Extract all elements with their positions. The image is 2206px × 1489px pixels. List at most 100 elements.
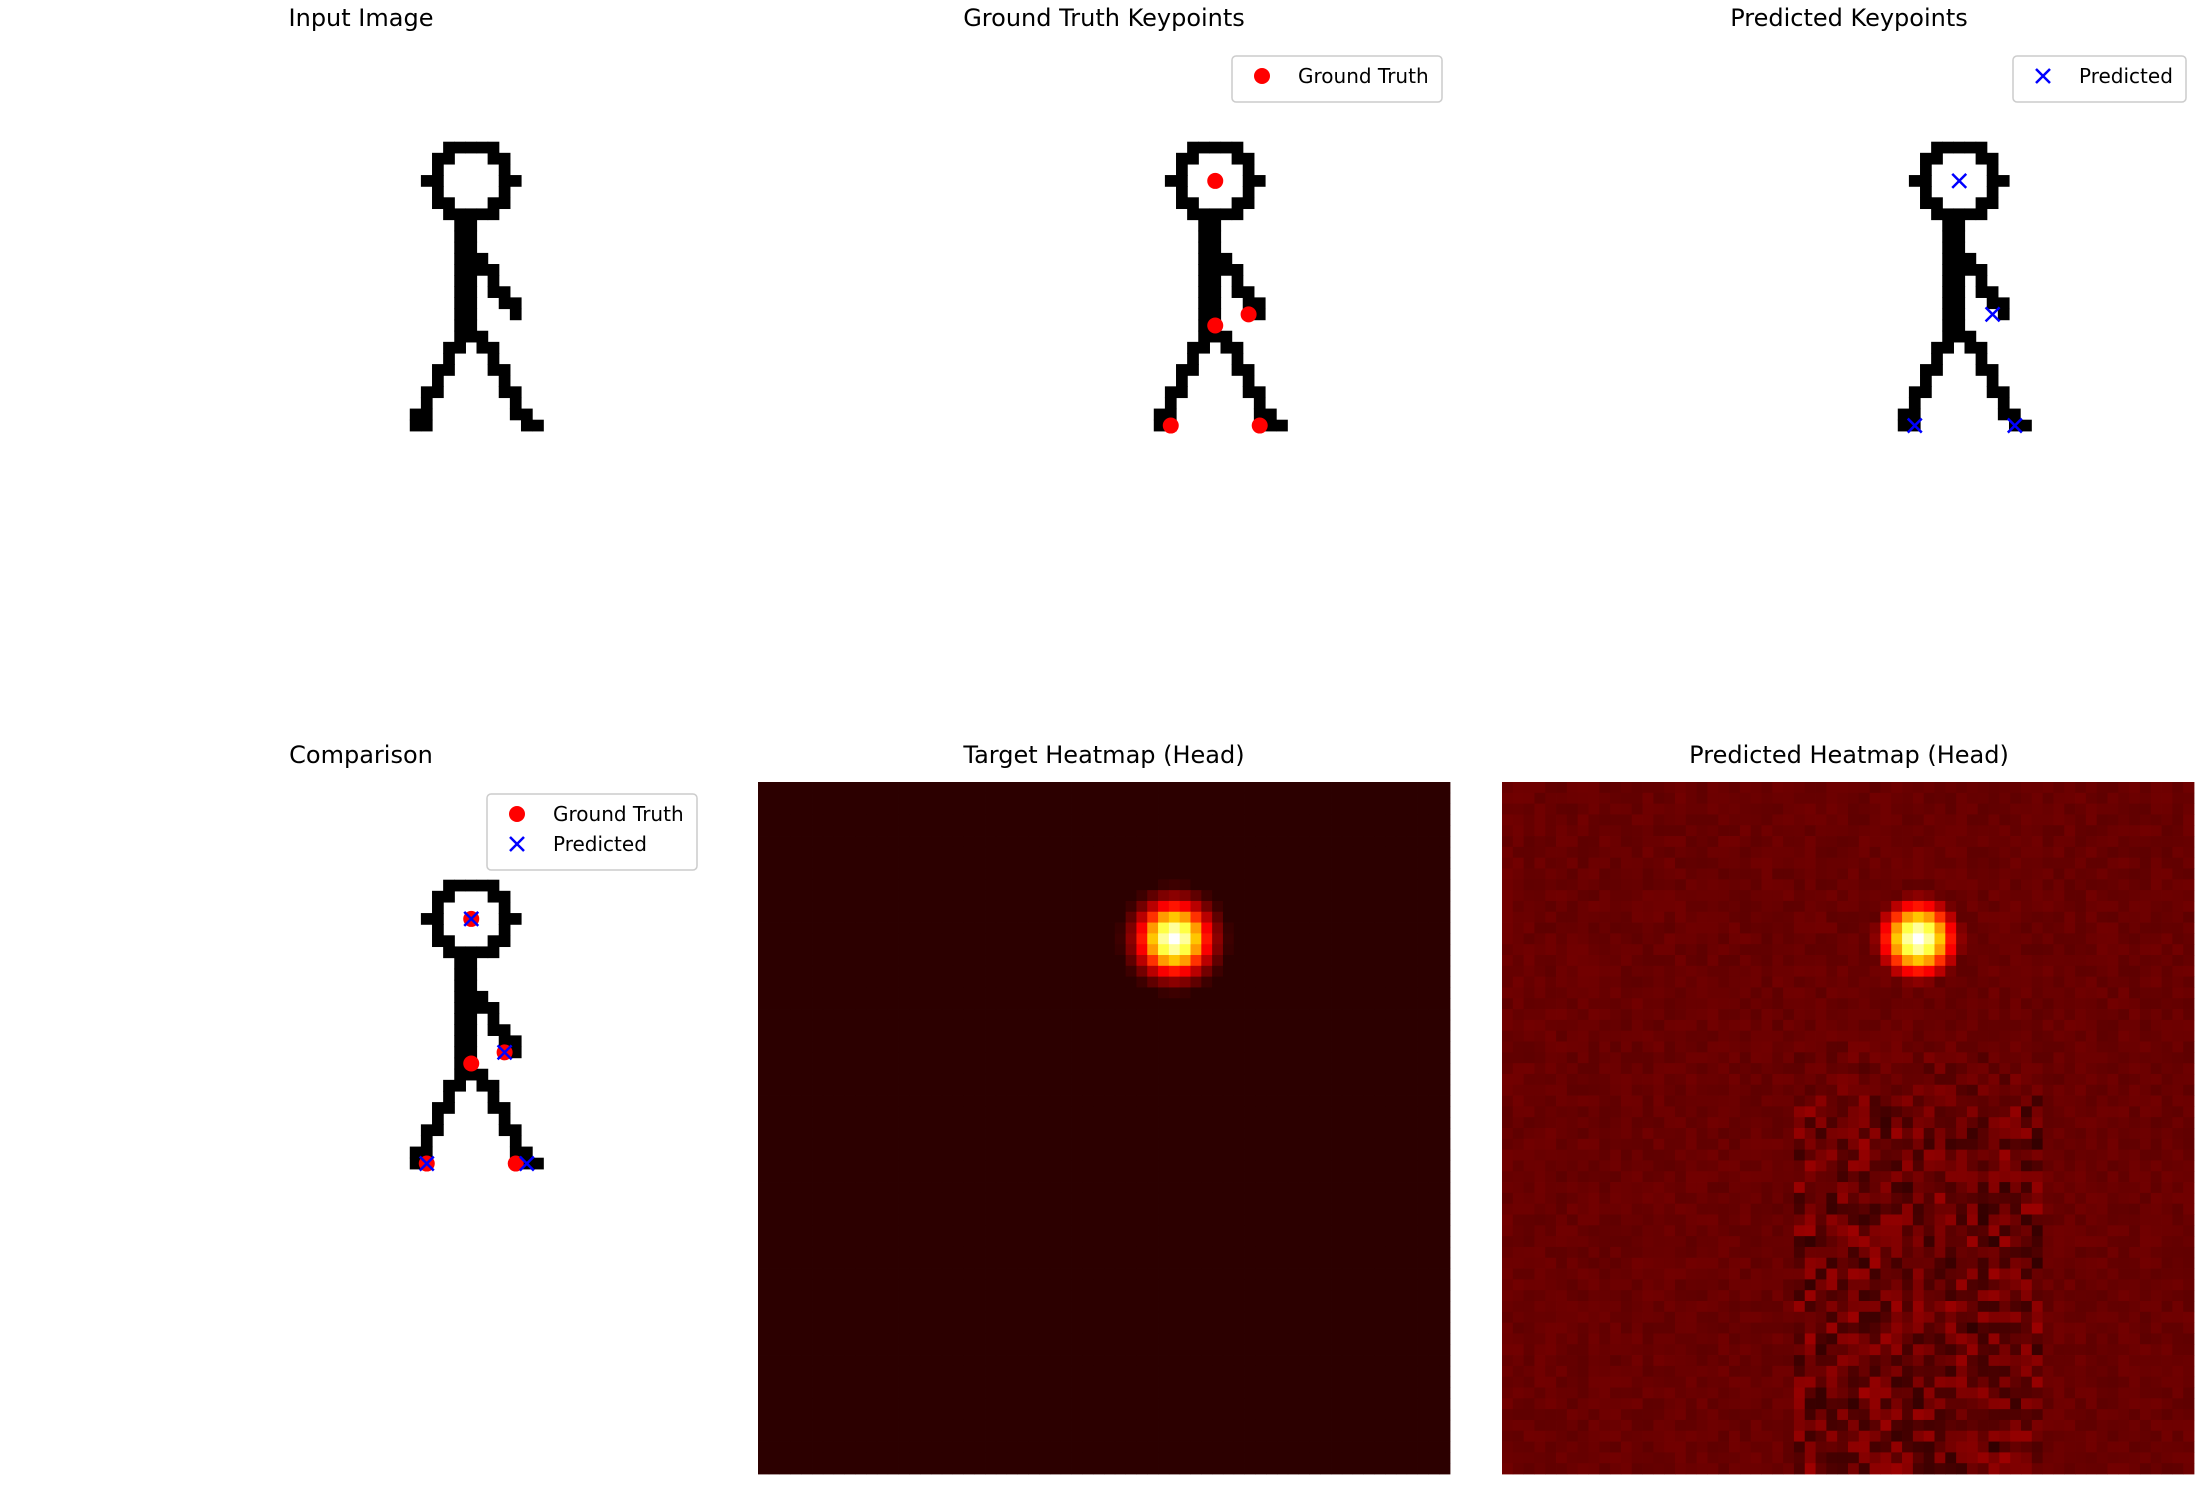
heatmap-cell	[844, 1344, 856, 1356]
heatmap-cell	[1179, 879, 1191, 891]
heatmap-cell	[887, 1311, 899, 1324]
panel-title: Ground Truth Keypoints	[963, 4, 1245, 32]
heatmap-cell	[1244, 1409, 1256, 1421]
heatmap-cell	[801, 890, 813, 902]
figure-pixel	[465, 241, 478, 254]
heatmap-cell	[801, 976, 813, 988]
heatmap-cell	[1341, 1333, 1354, 1345]
heatmap-cell	[1352, 890, 1364, 902]
heatmap-cell	[1060, 1387, 1072, 1399]
heatmap-cell	[833, 1138, 845, 1151]
heatmap-cell	[1363, 1160, 1375, 1172]
heatmap-cell	[1104, 836, 1116, 848]
heatmap-cell	[855, 965, 867, 978]
heatmap-cell	[2031, 825, 2044, 837]
heatmap-cell	[974, 1138, 986, 1151]
heatmap-cell	[1006, 1041, 1018, 1053]
heatmap-cell	[779, 782, 791, 794]
figure-pixel	[465, 968, 478, 981]
heatmap-cell	[1179, 1365, 1191, 1378]
figure-pixel	[1187, 197, 1199, 210]
heatmap-cell	[1341, 944, 1354, 956]
heatmap-cell	[1352, 1268, 1364, 1280]
figure-pixel	[1187, 341, 1199, 354]
heatmap-cell	[1545, 825, 1557, 837]
heatmap-cell	[801, 1441, 813, 1453]
heatmap-cell	[1406, 1182, 1418, 1194]
heatmap-cell	[1320, 1019, 1332, 1032]
heatmap-cell	[898, 1398, 910, 1410]
heatmap-cell	[1233, 1073, 1245, 1086]
heatmap-cell	[1071, 1160, 1083, 1172]
heatmap-cell	[1168, 846, 1181, 859]
heatmap-cell	[768, 1409, 781, 1421]
heatmap-cell	[876, 1030, 889, 1042]
heatmap-cell	[1966, 814, 1979, 826]
heatmap-cell	[941, 1009, 954, 1021]
heatmap-cell	[822, 933, 835, 945]
heatmap-cell	[1233, 944, 1245, 956]
heatmap-cell	[1923, 782, 1935, 794]
heatmap-cell	[920, 846, 932, 859]
heatmap-cell	[1685, 782, 1698, 794]
heatmap-cell	[1039, 1463, 1051, 1475]
heatmap-cell	[1804, 782, 1816, 794]
heatmap-cell	[790, 1387, 802, 1399]
heatmap-cell	[1190, 1095, 1202, 1107]
heatmap-cell	[1136, 1452, 1148, 1464]
heatmap-cell	[2139, 792, 2152, 805]
heatmap-cell	[1028, 1301, 1040, 1313]
figure-pixel	[1209, 141, 1222, 154]
heatmap-cell	[1190, 1225, 1202, 1237]
heatmap-cell	[963, 792, 975, 805]
heatmap-cell	[1417, 836, 1429, 848]
heatmap-cell	[1352, 1333, 1364, 1345]
heatmap-cell	[844, 1192, 856, 1205]
heatmap-cell	[1212, 922, 1224, 934]
heatmap-cell	[1783, 792, 1795, 805]
heatmap-cell	[1222, 825, 1235, 837]
heatmap-cell	[1266, 1117, 1278, 1129]
heatmap-cell	[1158, 1203, 1170, 1215]
heatmap-cell	[866, 857, 878, 869]
figure-pixel	[1908, 408, 1921, 421]
heatmap-cell	[1277, 1290, 1289, 1302]
heatmap-cell	[1168, 1333, 1181, 1345]
heatmap-cell	[1244, 1214, 1256, 1226]
heatmap-cell	[866, 998, 878, 1010]
heatmap-cell	[995, 1322, 1008, 1334]
heatmap-cell	[1114, 1463, 1127, 1475]
heatmap-cell	[1439, 900, 1451, 913]
heatmap-cell	[1201, 792, 1213, 805]
heatmap-cell	[941, 1182, 954, 1194]
heatmap-cell	[941, 1192, 954, 1205]
figure-pixel	[487, 197, 500, 210]
heatmap-cell	[1039, 1225, 1051, 1237]
heatmap-cell	[1158, 976, 1170, 988]
heatmap-cell	[844, 1160, 856, 1172]
heatmap-cell	[1082, 836, 1094, 848]
heatmap-cell	[1093, 782, 1105, 794]
heatmap-cell	[952, 1290, 964, 1302]
heatmap-cell	[2139, 814, 2152, 826]
heatmap-cell	[963, 1430, 975, 1442]
heatmap-cell	[1837, 825, 1849, 837]
heatmap-cell	[1287, 1365, 1300, 1378]
heatmap-cell	[876, 1171, 889, 1183]
heatmap-cell	[1104, 944, 1116, 956]
heatmap-cell	[833, 1419, 845, 1432]
heatmap-cell	[1233, 1301, 1245, 1313]
heatmap-cell	[1309, 1009, 1321, 1021]
figure-pixel	[1975, 152, 1988, 165]
heatmap-cell	[822, 1268, 835, 1280]
heatmap-cell	[1331, 857, 1343, 869]
heatmap-cell	[1158, 965, 1170, 978]
heatmap-cell	[1006, 987, 1018, 999]
figure-pixel	[1220, 252, 1233, 265]
heatmap-cell	[844, 857, 856, 869]
heatmap-cell	[1417, 1160, 1429, 1172]
heatmap-cell	[898, 1106, 910, 1118]
heatmap-cell	[1104, 1441, 1116, 1453]
heatmap-cell	[1049, 1138, 1062, 1151]
heatmap-cell	[1534, 792, 1546, 805]
